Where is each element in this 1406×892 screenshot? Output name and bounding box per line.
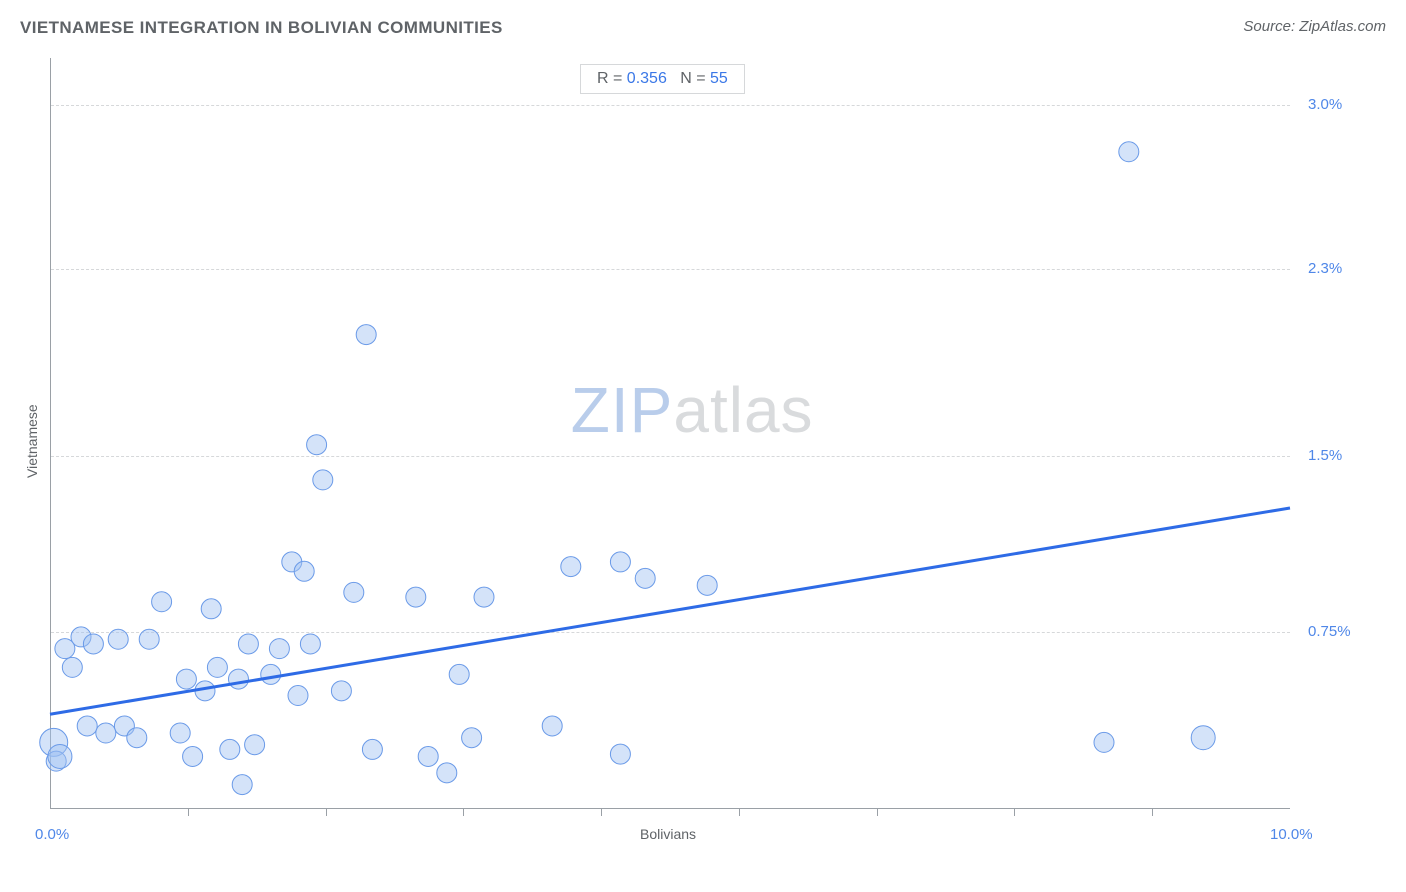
scatter-point <box>1094 732 1114 752</box>
x-tick-minor <box>601 808 602 816</box>
scatter-point <box>1119 142 1139 162</box>
n-value: 55 <box>710 70 728 87</box>
scatter-point <box>449 664 469 684</box>
scatter-point <box>561 557 581 577</box>
scatter-point <box>152 592 172 612</box>
source-name: ZipAtlas.com <box>1299 18 1386 35</box>
source-attribution: Source: ZipAtlas.com <box>1243 18 1386 35</box>
x-tick-minor <box>739 808 740 816</box>
x-axis-label: Bolivians <box>640 826 696 842</box>
scatter-point <box>356 325 376 345</box>
scatter-point <box>96 723 116 743</box>
n-label: N = <box>680 70 710 87</box>
chart-title: VIETNAMESE INTEGRATION IN BOLIVIAN COMMU… <box>20 18 503 37</box>
scatter-point <box>269 639 289 659</box>
scatter-point <box>362 739 382 759</box>
scatter-point <box>331 681 351 701</box>
scatter-point <box>635 568 655 588</box>
scatter-point <box>344 582 364 602</box>
r-value: 0.356 <box>627 70 667 87</box>
scatter-point <box>77 716 97 736</box>
x-max-label: 10.0% <box>1270 826 1313 843</box>
scatter-point <box>610 744 630 764</box>
scatter-point <box>238 634 258 654</box>
scatter-point <box>201 599 221 619</box>
x-tick-minor <box>877 808 878 816</box>
scatter-point <box>437 763 457 783</box>
scatter-point <box>232 775 252 795</box>
x-tick-minor <box>1152 808 1153 816</box>
trend-line <box>50 508 1290 714</box>
scatter-point <box>170 723 190 743</box>
y-tick-label: 2.3% <box>1308 260 1342 277</box>
x-tick-minor <box>326 808 327 816</box>
scatter-point <box>288 686 308 706</box>
scatter-point <box>228 669 248 689</box>
scatter-point <box>220 739 240 759</box>
scatter-point <box>697 575 717 595</box>
scatter-point <box>610 552 630 572</box>
y-axis-label: Vietnamese <box>24 404 40 478</box>
scatter-point <box>245 735 265 755</box>
scatter-point <box>207 657 227 677</box>
stats-sep <box>667 70 680 87</box>
r-label: R = <box>597 70 627 87</box>
scatter-point <box>307 435 327 455</box>
x-tick-minor <box>188 808 189 816</box>
scatter-point <box>300 634 320 654</box>
x-tick-minor <box>1014 808 1015 816</box>
scatter-point <box>542 716 562 736</box>
plot-border-bottom <box>50 808 1290 809</box>
x-tick-minor <box>463 808 464 816</box>
chart-header: VIETNAMESE INTEGRATION IN BOLIVIAN COMMU… <box>20 18 1386 48</box>
scatter-point <box>418 746 438 766</box>
scatter-point <box>1191 726 1215 750</box>
scatter-point <box>139 629 159 649</box>
scatter-plot: 0.75%1.5%2.3%3.0%0.0%10.0%BoliviansVietn… <box>50 58 1290 808</box>
scatter-point <box>474 587 494 607</box>
scatter-point <box>313 470 333 490</box>
scatter-point <box>261 664 281 684</box>
scatter-point <box>183 746 203 766</box>
scatter-point <box>48 744 72 768</box>
stats-box: R = 0.356 N = 55 <box>580 64 745 94</box>
scatter-point <box>406 587 426 607</box>
scatter-point <box>127 728 147 748</box>
y-tick-label: 0.75% <box>1308 623 1351 640</box>
scatter-point <box>462 728 482 748</box>
y-tick-label: 3.0% <box>1308 96 1342 113</box>
x-min-label: 0.0% <box>35 826 69 843</box>
scatter-point <box>108 629 128 649</box>
scatter-point <box>176 669 196 689</box>
scatter-svg <box>50 58 1290 808</box>
y-tick-label: 1.5% <box>1308 447 1342 464</box>
scatter-point <box>294 561 314 581</box>
scatter-point <box>62 657 82 677</box>
source-prefix: Source: <box>1243 18 1299 35</box>
scatter-point <box>83 634 103 654</box>
